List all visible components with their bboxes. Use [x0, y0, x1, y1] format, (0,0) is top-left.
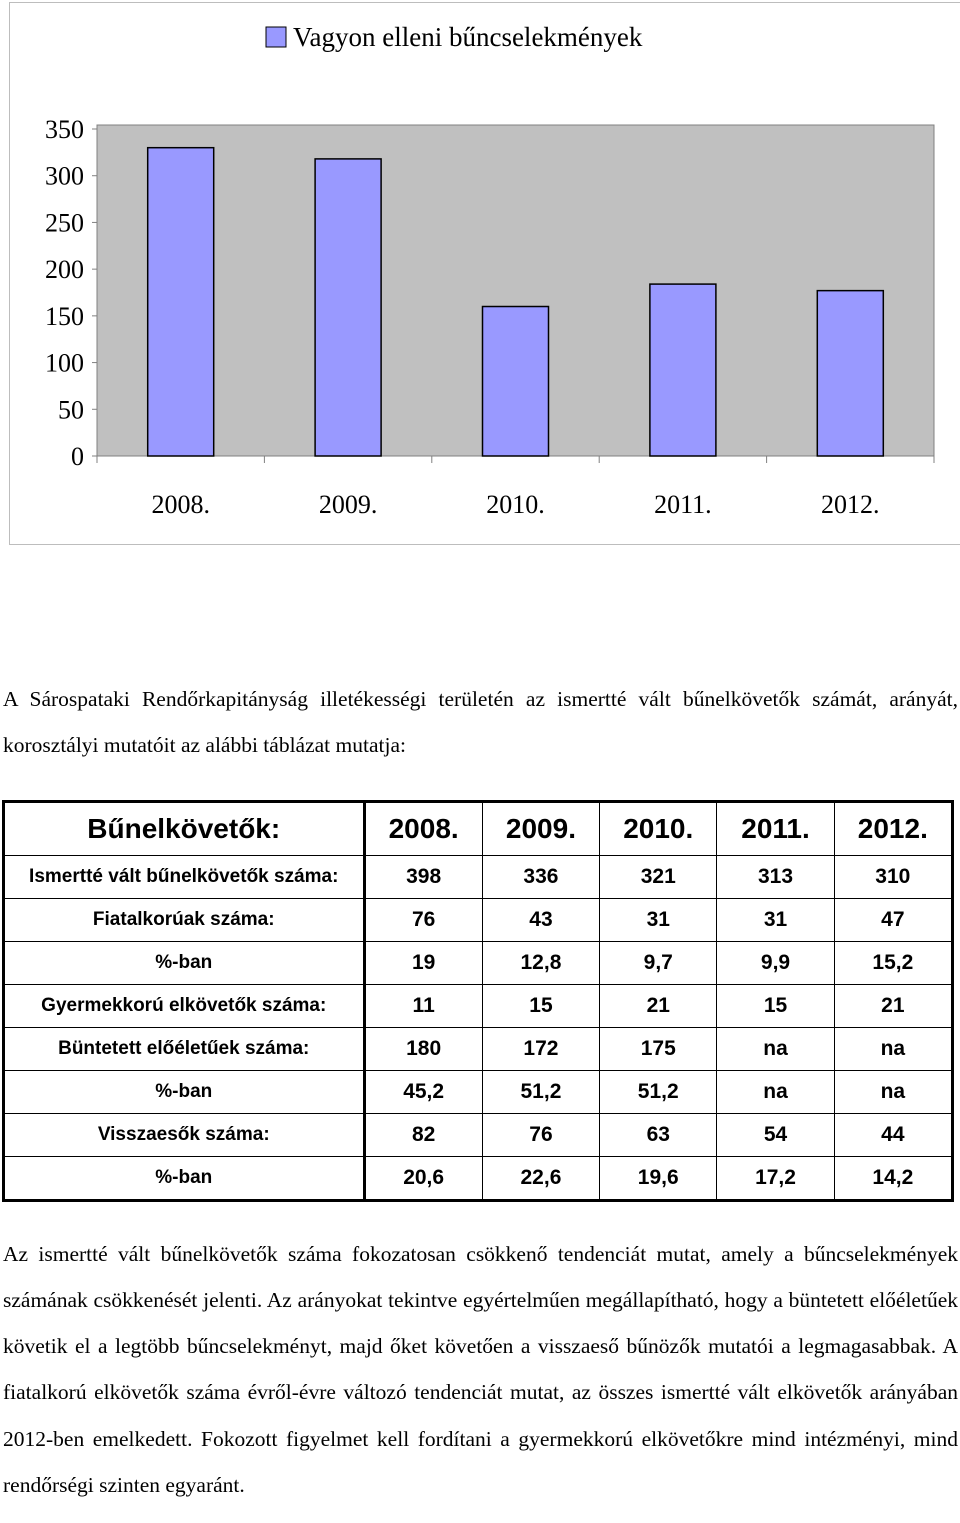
- y-tick-label: 100: [45, 349, 84, 378]
- bar-2008: [146, 146, 215, 457]
- x-tick-label: 2008.: [151, 490, 210, 519]
- row-value: na: [833, 1027, 954, 1071]
- legend-label: Vagyon elleni bűncselekmények: [293, 22, 643, 52]
- row-label: Ismertté vált bűnelkövetők száma:: [3, 855, 366, 899]
- table-row: Ismertté vált bűnelkövetők száma: 398 336 3…: [3, 855, 954, 899]
- row-value: 82: [363, 1113, 483, 1157]
- row-value: 321: [599, 855, 718, 899]
- row-value: 21: [833, 984, 954, 1028]
- row-value: 21: [599, 984, 718, 1028]
- table-row: Fiatalkorúak száma: 76 43 31 31 47: [3, 898, 954, 942]
- row-value: 20,6: [363, 1156, 483, 1201]
- row-value: 51,2: [599, 1070, 718, 1114]
- row-value: 12,8: [481, 941, 601, 985]
- row-value: 31: [716, 898, 835, 942]
- row-value: na: [833, 1070, 954, 1114]
- row-value: 313: [716, 855, 835, 899]
- row-value: 180: [363, 1027, 483, 1071]
- row-label: Fiatalkorúak száma:: [3, 898, 366, 942]
- table-header-year: 2011.: [716, 801, 835, 856]
- table-header-year: 2009.: [481, 801, 601, 856]
- table-row: %-ban 20,6 22,6 19,6 17,2 14,2: [3, 1156, 954, 1201]
- y-tick-label: 0: [71, 442, 84, 471]
- y-tick-label: 200: [45, 255, 84, 284]
- bar-2011: [649, 283, 717, 457]
- row-value: 11: [363, 984, 483, 1028]
- row-value: 398: [363, 855, 483, 899]
- bar-2010: [481, 305, 550, 457]
- y-tick-label: 250: [45, 208, 84, 237]
- row-label: %-ban: [3, 941, 366, 985]
- table-row: %-ban 19 12,8 9,7 9,9 15,2: [3, 941, 954, 985]
- row-value: 175: [599, 1027, 718, 1071]
- row-value: 14,2: [833, 1156, 954, 1201]
- row-value: 45,2: [363, 1070, 483, 1114]
- chart-frame: Vagyon elleni bűncselekmények 0 50 100 150 2…: [9, 2, 960, 545]
- row-value: 31: [599, 898, 718, 942]
- row-label: Visszaesők száma:: [3, 1113, 366, 1157]
- x-tick-label: 2012.: [821, 490, 880, 519]
- row-value: 19,6: [599, 1156, 718, 1201]
- table-row: %-ban 45,2 51,2 51,2 na na: [3, 1070, 954, 1114]
- table-header-year: 2008.: [363, 801, 483, 856]
- row-value: 9,7: [599, 941, 718, 985]
- x-tick-label: 2011.: [654, 490, 712, 519]
- bar-chart: Vagyon elleni bűncselekmények 0 50 100 150 2…: [45, 22, 935, 519]
- table-header-label: Bűnelkövetők:: [3, 801, 366, 856]
- table-header-year: 2012.: [833, 801, 954, 856]
- bar-2009: [314, 158, 382, 457]
- bar-series: [146, 146, 885, 457]
- row-label: %-ban: [3, 1070, 366, 1114]
- row-value: 43: [481, 898, 601, 942]
- bar-2012: [816, 289, 885, 457]
- row-value: na: [716, 1027, 835, 1071]
- row-value: 22,6: [481, 1156, 601, 1201]
- row-label: Büntetett előéletűek száma:: [3, 1027, 366, 1071]
- y-axis: 0 50 100 150 200 250 300 350: [45, 115, 97, 471]
- intro-paragraph: A Sárospataki Rendőrkapitányság illetéke…: [3, 686, 958, 757]
- row-value: 15,2: [833, 941, 954, 985]
- y-tick-label: 50: [58, 395, 84, 424]
- row-value: 63: [599, 1113, 718, 1157]
- legend-swatch: [265, 26, 287, 48]
- row-value: 336: [481, 855, 601, 899]
- y-tick-label: 300: [45, 162, 84, 191]
- row-value: 19: [363, 941, 483, 985]
- conclusion-paragraph: Az ismertté vált bűnelkövetők száma foko…: [3, 1241, 958, 1497]
- y-tick-label: 350: [45, 115, 84, 144]
- row-value: 17,2: [716, 1156, 835, 1201]
- row-value: 172: [481, 1027, 601, 1071]
- row-value: 47: [833, 898, 954, 942]
- row-value: 44: [833, 1113, 954, 1157]
- row-value: 310: [833, 855, 954, 899]
- table-header-row: Bűnelkövetők: 2008. 2009. 2010. 2011. 2012.: [3, 801, 954, 856]
- row-value: 51,2: [481, 1070, 601, 1114]
- row-label: %-ban: [3, 1156, 366, 1201]
- x-axis: 2008. 2009. 2010. 2011. 2012.: [96, 456, 935, 519]
- table-row: Gyermekkorú elkövetők száma: 11 15 21 15 21: [3, 984, 954, 1028]
- table-header-year: 2010.: [599, 801, 718, 856]
- row-value: na: [716, 1070, 835, 1114]
- table-row: Büntetett előéletűek száma: 180 172 175 na na: [3, 1027, 954, 1071]
- row-value: 54: [716, 1113, 835, 1157]
- x-tick-label: 2010.: [486, 490, 545, 519]
- x-tick-label: 2009.: [319, 490, 378, 519]
- table-row: Visszaesők száma: 82 76 63 54 44: [3, 1113, 954, 1157]
- y-tick-label: 150: [45, 302, 84, 331]
- row-value: 76: [481, 1113, 601, 1157]
- row-label: Gyermekkorú elkövetők száma:: [3, 984, 366, 1028]
- row-value: 15: [481, 984, 601, 1028]
- row-value: 9,9: [716, 941, 835, 985]
- offenders-table: Bűnelkövetők: 2008. 2009. 2010. 2011. 2012. Is…: [2, 800, 954, 1202]
- row-value: 76: [363, 898, 483, 942]
- row-value: 15: [716, 984, 835, 1028]
- chart-legend: Vagyon elleni bűncselekmények: [265, 22, 643, 52]
